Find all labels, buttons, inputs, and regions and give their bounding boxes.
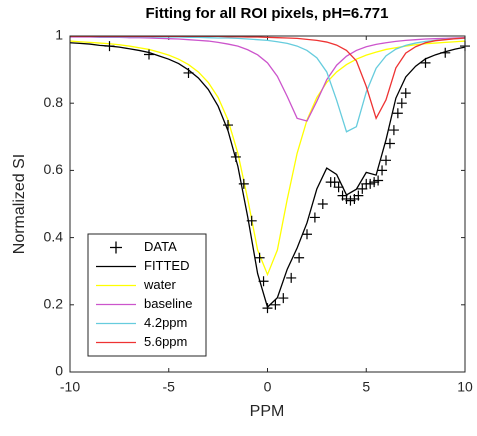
x-tick-label: 0 [264, 379, 272, 395]
data-point [369, 177, 380, 188]
y-tick-label: 0.8 [44, 94, 64, 110]
legend-swatch [110, 241, 122, 254]
data-point [420, 57, 431, 68]
data-point [294, 252, 305, 263]
data-point [357, 183, 368, 194]
legend-box [87, 233, 207, 357]
y-tick-label: 0.6 [44, 161, 64, 177]
legend-label: 5.6ppm [144, 334, 187, 349]
data-point [144, 49, 154, 60]
x-tick-label: -5 [163, 379, 176, 395]
x-tick-label: 10 [457, 379, 473, 395]
data-point [246, 215, 257, 226]
data-point [333, 182, 344, 193]
data-point [384, 138, 395, 149]
data-point [254, 252, 265, 263]
legend-label: 4.2ppm [144, 315, 187, 330]
chart-title: Fitting for all ROI pixels, pH=6.771 [146, 5, 389, 22]
data-point [270, 299, 281, 310]
data-point [238, 178, 249, 189]
y-tick-label: 1 [55, 27, 63, 43]
legend-label: baseline [144, 296, 192, 311]
data-point [223, 120, 233, 131]
x-tick-label: 5 [362, 379, 370, 395]
legend-label: FITTED [144, 258, 190, 273]
data-point [183, 67, 194, 78]
data-point [373, 175, 384, 186]
y-tick-label: 0.4 [44, 228, 64, 244]
data-point [440, 47, 451, 58]
data-point [365, 178, 376, 189]
data-point [353, 190, 364, 201]
data-point [309, 212, 320, 223]
data-point [278, 293, 289, 304]
data-point [396, 98, 407, 109]
axes-box [69, 35, 466, 373]
data-point [258, 276, 269, 287]
data-point [400, 88, 411, 99]
data-point [377, 165, 388, 176]
y-axis-label: Normalized SI [11, 154, 28, 254]
data-point [317, 199, 328, 209]
legend-label: water [143, 277, 176, 292]
data-point [329, 177, 340, 188]
data-point [388, 125, 399, 136]
series-line [70, 36, 466, 122]
data-point [302, 229, 312, 240]
data-point [262, 303, 273, 314]
x-axis-label: PPM [250, 403, 285, 420]
data-point [392, 108, 403, 119]
data-point [345, 195, 356, 206]
data-point [104, 41, 115, 52]
legend-label: DATA [144, 239, 177, 254]
y-tick-label: 0.2 [44, 296, 64, 312]
data-point [381, 155, 391, 166]
data-point [286, 272, 297, 283]
data-point [230, 151, 241, 162]
y-tick-label: 0 [55, 363, 63, 379]
x-tick-label: -10 [60, 379, 80, 395]
